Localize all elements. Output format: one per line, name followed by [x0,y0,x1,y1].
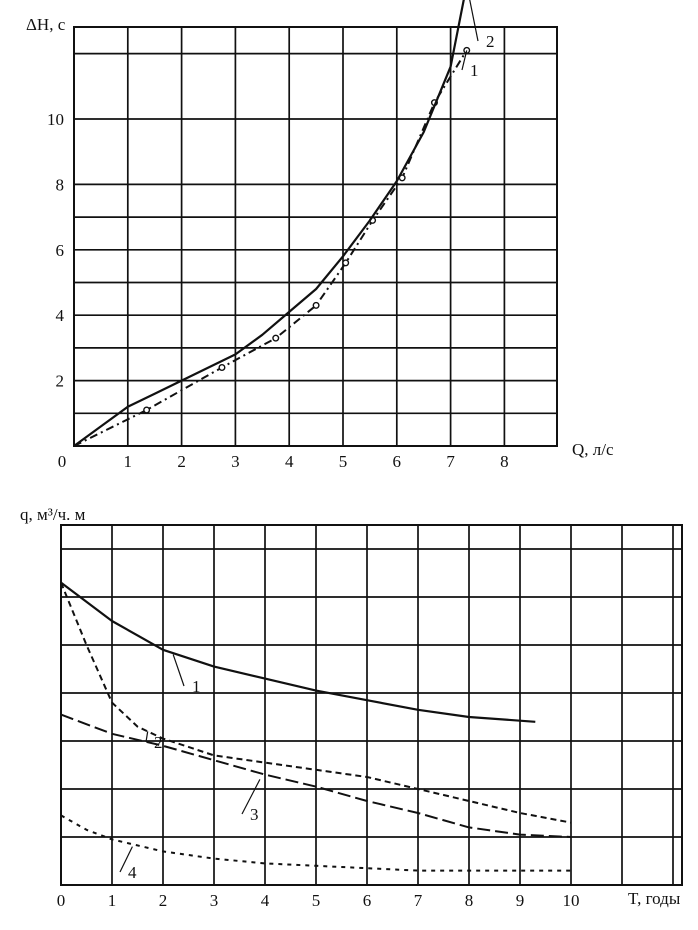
chart-2-x-tick-label: 8 [465,891,474,910]
chart-2-x-tick-label: 5 [312,891,321,910]
chart-2-grid [60,525,682,885]
chart-1-y-tick-label: 4 [56,306,65,325]
chart-2-frame [60,524,683,886]
chart-1-series-1-point [342,259,350,267]
chart-1-x-tick-label: 1 [124,452,133,471]
chart-2-series-2-line [60,582,572,824]
chart-1-series-1-point [312,301,320,309]
chart-1-x-tick-label: 0 [58,452,67,471]
chart-2-series-2-label: 2 [154,733,163,752]
chart-2-series-1-leader [172,654,185,687]
chart-2-x-tick-label: 4 [261,891,270,910]
chart-1-x-tick-label: 7 [446,452,455,471]
chart-2-x-tick-label: 7 [414,891,423,910]
chart-2-x-tick-label: 1 [108,891,117,910]
chart-1-series-1-point [143,406,151,414]
chart-1-x-tick-label: 4 [285,452,294,471]
chart-2-series-4-leader [119,846,133,873]
chart-2-series-2-leader [145,731,149,743]
chart-1-series-2-leader [469,0,479,42]
chart-1-grid [73,27,557,446]
chart-2-x-tick-label: 3 [210,891,219,910]
chart-2-series-3-label: 3 [250,805,259,824]
chart-1-x-tick-label: 5 [339,452,348,471]
chart-2-x-tick-label: 0 [57,891,66,910]
chart-1-frame [73,26,558,447]
chart-1-x-axis-label: Q, л/с [572,440,614,459]
chart-1-series-1-line [73,49,468,447]
chart-1-x-tick-label: 2 [177,452,186,471]
chart-2-series-4-label: 4 [128,863,137,882]
chart-1-series-1-point [218,364,226,372]
chart-1-series-1-leader [461,50,468,71]
chart-2-series-3-leader [241,779,261,815]
chart-2-x-tick-label: 6 [363,891,372,910]
chart-2-x-tick-label: 9 [516,891,525,910]
chart-1-y-tick-label: 6 [56,241,65,260]
chart-2-series-4-line [60,814,571,872]
chart-1-y-tick-label: 2 [56,372,65,391]
chart-1-y-tick-label: 10 [47,110,64,129]
chart-2-x-tick-label: 10 [563,891,580,910]
chart-1-x-tick-label: 3 [231,452,240,471]
chart-1-x-tick-label: 8 [500,452,509,471]
chart-1-y-axis-label: ΔH, с [26,15,66,34]
chart-2-series-3-line [60,713,572,838]
chart-2-y-axis-label: q, м³/ч. м [20,505,86,524]
chart-2-series-1-label: 1 [192,677,201,696]
chart-1-x-tick-label: 6 [393,452,402,471]
chart-1-series-1-point [272,334,280,342]
chart-1-y-tick-label: 8 [56,175,65,194]
chart-1-series-1-label: 1 [470,61,479,80]
chart-2-series-1-line [60,581,536,723]
chart-1-series-2-label: 2 [486,32,495,51]
chart-2-x-axis-label: T, годы [628,889,681,908]
chart-2-x-tick-label: 2 [159,891,168,910]
chart-1-series-2-line [73,0,465,447]
